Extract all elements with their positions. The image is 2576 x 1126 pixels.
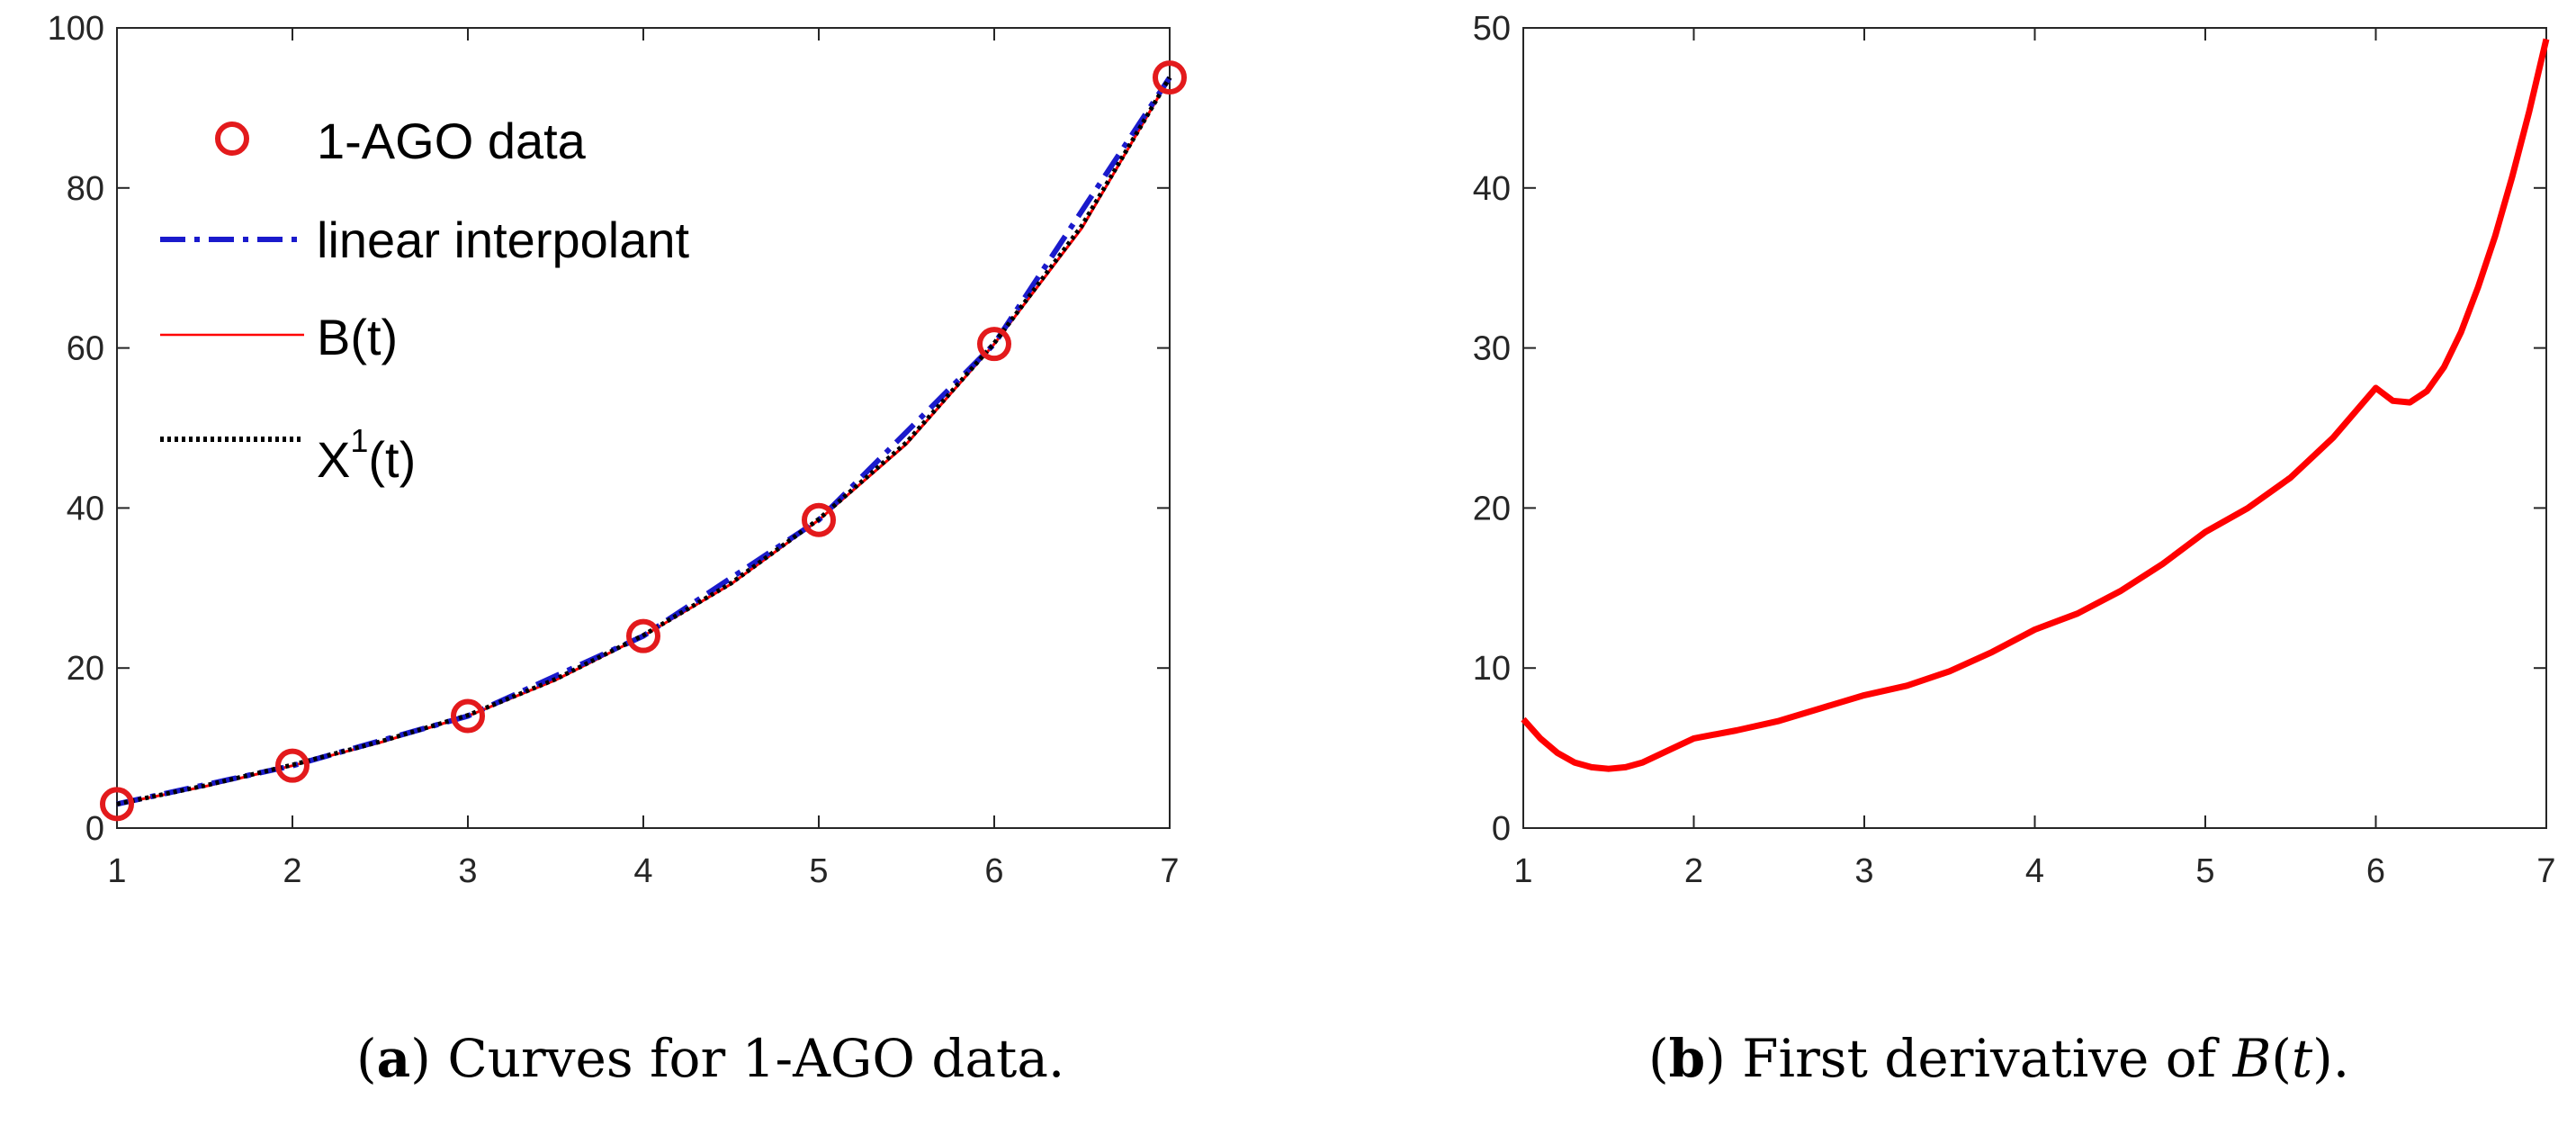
y-tick-label: 80 — [67, 170, 104, 208]
legend-label-x1-base: X — [317, 431, 350, 488]
panel-b-series — [1521, 38, 2550, 772]
x-tick-label: 4 — [633, 852, 652, 890]
caption-b-paren-open: ( — [2271, 1028, 2292, 1089]
y-tick-label: 10 — [1473, 650, 1511, 688]
panel-a-chart: 0 20 40 60 80 100 1 2 3 4 5 6 7 1-AGO data linear i… — [48, 10, 1187, 890]
legend-marker-1ago — [215, 122, 249, 156]
x-tick-label: 7 — [1160, 852, 1179, 890]
x-tick-label: 7 — [2536, 852, 2555, 890]
panel-b-caption: (b) First derivative of B(t). — [1648, 1028, 2349, 1089]
y-tick-label: 50 — [1473, 10, 1511, 48]
legend-label-x1-superscript: 1 — [350, 422, 368, 459]
caption-b-prefix: First derivative of — [1742, 1028, 2232, 1089]
y-tick-label: 30 — [1473, 330, 1511, 368]
x-tick-label: 2 — [1684, 852, 1703, 890]
caption-b-close: ) — [1705, 1028, 1742, 1089]
panel-a-caption: (a) Curves for 1-AGO data. — [356, 1028, 1064, 1089]
x-tick-label: 2 — [283, 852, 301, 890]
panel-b-chart: 0 10 20 30 40 50 1 2 3 4 5 6 7 — [1473, 10, 2556, 890]
panel-b-y-axis: 0 10 20 30 40 50 — [1473, 10, 2546, 848]
x-tick-label: 3 — [1854, 852, 1873, 890]
caption-b-open: ( — [1648, 1028, 1669, 1089]
x-tick-label: 4 — [2025, 852, 2044, 890]
y-tick-label: 20 — [67, 650, 104, 688]
panel-a-y-axis: 0 20 40 60 80 100 — [48, 10, 1170, 848]
caption-a-text: Curves for 1-AGO data. — [447, 1028, 1064, 1089]
caption-b-label: b — [1669, 1028, 1706, 1089]
panel-b-x-axis: 1 2 3 4 5 6 7 — [1513, 28, 2556, 890]
legend-label-x1: X1(t) — [317, 422, 416, 488]
caption-b-arg: t — [2292, 1028, 2313, 1089]
legend-label-x1-suffix: (t) — [368, 431, 416, 488]
panel-a-series — [100, 60, 1187, 822]
panel-a-plot-area — [116, 27, 1171, 829]
data-point-1ago — [802, 502, 836, 537]
data-point-1ago — [100, 787, 134, 822]
y-tick-label: 20 — [1473, 490, 1511, 527]
y-tick-label: 0 — [85, 810, 104, 848]
caption-b-paren-close: ). — [2312, 1028, 2349, 1089]
series-linear-interpolant-line — [116, 76, 1172, 807]
caption-a-label: a — [377, 1028, 411, 1089]
data-point-1ago — [626, 618, 660, 653]
data-point-1ago — [275, 748, 310, 783]
x-tick-label: 1 — [107, 852, 126, 890]
legend-label-b: B(t) — [317, 309, 398, 365]
caption-b-func: B — [2232, 1028, 2272, 1089]
panel-a-x-axis: 1 2 3 4 5 6 7 — [107, 28, 1180, 890]
data-point-1ago — [977, 327, 1011, 362]
y-tick-label: 60 — [67, 330, 104, 368]
legend-label-linear-interpolant: linear interpolant — [317, 212, 689, 268]
x-tick-label: 3 — [458, 852, 477, 890]
x-tick-label: 5 — [2195, 852, 2214, 890]
y-tick-label: 40 — [67, 490, 104, 527]
legend-label-1ago: 1-AGO data — [317, 113, 587, 169]
y-tick-label: 0 — [1492, 810, 1511, 848]
caption-a-open: ( — [356, 1028, 377, 1089]
x-tick-label: 5 — [809, 852, 828, 890]
series-b-line — [116, 77, 1171, 806]
x-tick-label: 1 — [1513, 852, 1532, 890]
caption-a-close: ) — [410, 1028, 447, 1089]
data-point-1ago — [451, 698, 485, 734]
y-tick-label: 100 — [48, 10, 104, 48]
y-tick-label: 40 — [1473, 170, 1511, 208]
series-x1-line — [116, 76, 1172, 806]
x-tick-label: 6 — [984, 852, 1003, 890]
panel-b-plot-area — [1522, 27, 2547, 829]
panel-a-legend: 1-AGO data linear interpolant B(t) X1(t) — [160, 113, 689, 488]
x-tick-label: 6 — [2366, 852, 2385, 890]
data-point-1ago — [1153, 60, 1187, 95]
series-b-derivative-line — [1521, 38, 2550, 772]
